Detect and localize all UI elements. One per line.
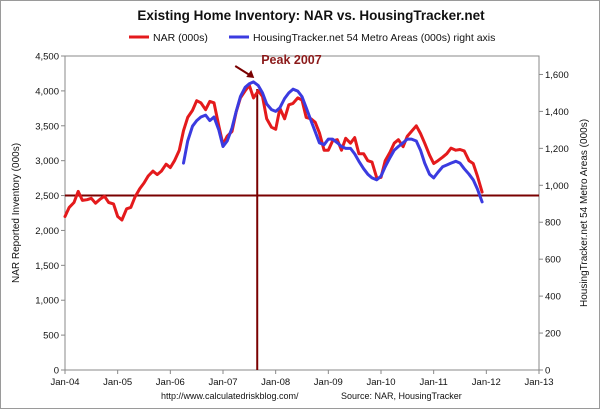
legend-label-housingtracker: HousingTracker.net 54 Metro Areas (000s)…	[253, 32, 495, 44]
right-tick-label: 0	[545, 366, 550, 377]
left-tick-label: 3,500	[35, 121, 59, 132]
right-axis-label: HousingTracker.net 54 Metro Areas (000s)	[579, 119, 590, 307]
right-tick-label: 1,600	[545, 70, 569, 81]
right-tick-label: 400	[545, 292, 561, 303]
x-tick-label: Jan-10	[366, 377, 395, 388]
series-lines	[63, 80, 484, 222]
footer-source: Source: NAR, HousingTracker	[341, 391, 462, 401]
peak-arrow-head	[246, 70, 255, 78]
legend-label-nar: NAR (000s)	[153, 32, 208, 44]
right-tick-label: 1,200	[545, 144, 569, 155]
right-tick-label: 600	[545, 255, 561, 266]
left-tick-label: 4,000	[35, 86, 59, 97]
x-tick-label: Jan-08	[261, 377, 290, 388]
right-tick-label: 800	[545, 218, 561, 229]
peak-annotation: Peak 2007	[234, 53, 322, 78]
x-tick-label: Jan-06	[156, 377, 185, 388]
footer-url: http://www.calculatedriskblog.com/	[161, 391, 299, 401]
x-tick-label: Jan-12	[472, 377, 501, 388]
legend: NAR (000s) HousingTracker.net 54 Metro A…	[129, 32, 495, 44]
x-tick-label: Jan-07	[208, 377, 237, 388]
chart-title: Existing Home Inventory: NAR vs. Housing…	[137, 8, 485, 23]
left-tick-label: 3,000	[35, 156, 59, 167]
x-axis: Jan-04 Jan-05 Jan-06 Jan-07 Jan-08 Jan-09 Jan-…	[50, 370, 554, 388]
left-tick-label: 0	[54, 366, 59, 377]
left-tick-label: 2,500	[35, 191, 59, 202]
left-tick-label: 2,000	[35, 226, 59, 237]
left-tick-label: 500	[43, 331, 59, 342]
series-line-nar	[63, 83, 484, 222]
right-axis: 0 200 400 600 800 1,000 1,200 1,400 1,600	[539, 70, 569, 377]
right-tick-label: 200	[545, 329, 561, 340]
left-tick-label: 1,000	[35, 296, 59, 307]
left-axis: 0 500 1,000 1,500 2,000 2,500 3,000 3,500 4,000 4…	[35, 52, 65, 377]
x-tick-label: Jan-09	[314, 377, 343, 388]
x-tick-label: Jan-05	[103, 377, 132, 388]
left-tick-label: 1,500	[35, 261, 59, 272]
right-tick-label: 1,000	[545, 181, 569, 192]
right-tick-label: 1,400	[545, 107, 569, 118]
x-tick-label: Jan-11	[419, 377, 447, 388]
x-tick-label: Jan-13	[524, 377, 553, 388]
peak-label: Peak 2007	[261, 53, 322, 67]
left-tick-label: 4,500	[35, 52, 59, 63]
reference-lines	[65, 89, 539, 370]
x-tick-label: Jan-04	[50, 377, 79, 388]
series-line-housingtracker	[182, 80, 484, 204]
left-axis-label: NAR Reported Inventory (000s)	[11, 143, 22, 283]
